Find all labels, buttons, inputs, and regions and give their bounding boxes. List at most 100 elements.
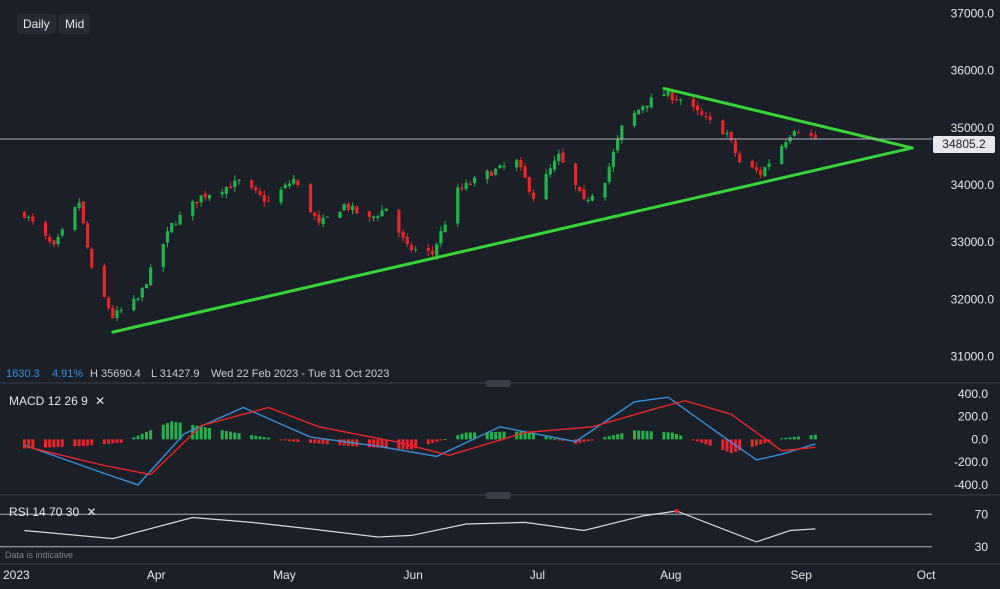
candle-body	[460, 187, 464, 189]
macd-histogram-bar	[557, 439, 561, 441]
candle-body	[149, 267, 153, 286]
macd-histogram-bar	[132, 437, 136, 440]
macd-histogram-bar	[553, 438, 557, 440]
macd-histogram-bar	[603, 437, 607, 440]
macd-histogram-bar	[485, 432, 489, 440]
macd-histogram-bar	[283, 439, 287, 441]
candle-body	[468, 183, 472, 185]
price-panel	[0, 86, 932, 334]
macd-name: MACD	[9, 394, 45, 408]
macd-histogram-bar	[632, 430, 636, 440]
macd-histogram-bar	[119, 439, 123, 443]
x-tick-label: 2023	[3, 568, 30, 582]
macd-histogram-bar	[111, 439, 115, 444]
date-range: Wed 22 Feb 2023 - Tue 31 Oct 2023	[211, 368, 390, 380]
candle-body	[809, 132, 813, 136]
candle-body	[254, 187, 258, 191]
macd-histogram-bar	[262, 437, 266, 440]
y-tick-label: 36000.0	[951, 64, 995, 78]
panel-resize-handle[interactable]	[486, 492, 510, 499]
candle-body	[502, 166, 506, 168]
macd-histogram-bar	[149, 430, 153, 440]
macd-histogram-bar	[691, 439, 695, 441]
y-tick-label: 35000.0	[951, 121, 995, 135]
candle-body	[435, 244, 439, 256]
candle-body	[674, 98, 679, 100]
macd-histogram-bar	[414, 439, 418, 449]
macd-histogram-bar	[279, 439, 283, 441]
macd-histogram-bar	[519, 431, 523, 440]
macd-histogram-bar	[48, 439, 52, 448]
macd-histogram-bar	[220, 430, 224, 440]
candle-body	[372, 216, 376, 219]
candle-body	[616, 138, 620, 151]
macd-histogram-bar	[397, 439, 401, 449]
candle-body	[620, 125, 624, 140]
candle-body	[258, 191, 262, 195]
macd-histogram-bar	[767, 439, 771, 442]
candle-body	[308, 184, 313, 213]
macd-histogram-bar	[90, 439, 94, 446]
macd-tick-label: 200.0	[958, 410, 988, 424]
macd-tick-label: 400.0	[958, 387, 988, 401]
candle-body	[519, 160, 523, 168]
macd-histogram-bar	[56, 439, 60, 448]
macd-histogram-bar	[161, 424, 165, 440]
candle-body	[203, 193, 207, 198]
candle-body	[199, 195, 203, 203]
macd-histogram-bar	[725, 439, 729, 452]
candle-body	[557, 153, 561, 161]
macd-histogram-bar	[696, 439, 700, 442]
last-price-tag: 34805.2	[933, 136, 995, 153]
candle-body	[523, 166, 527, 178]
macd-histogram-bar	[637, 430, 641, 440]
macd-histogram-bar	[708, 439, 712, 446]
x-tick-label: Jul	[530, 568, 545, 582]
macd-tick-label: 0.0	[971, 432, 988, 446]
y-tick-label: 32000.0	[951, 292, 995, 306]
macd-histogram-bar	[203, 427, 207, 440]
period-high: H 35690.4	[90, 368, 141, 380]
macd-histogram-bar	[649, 431, 653, 440]
candle-body	[321, 218, 325, 225]
x-tick-label: May	[273, 568, 296, 582]
macd-histogram-bar	[788, 437, 792, 440]
macd-histogram-bar	[367, 439, 371, 448]
macd-histogram-bar	[502, 431, 506, 440]
candle-body	[207, 195, 212, 199]
timeframe-daily-button[interactable]: Daily	[17, 14, 56, 34]
macd-histogram-bar	[292, 439, 296, 442]
candle-body	[342, 204, 346, 211]
macd-histogram-bar	[77, 439, 81, 447]
rsi-overbought-mark	[674, 509, 679, 513]
macd-histogram-bar	[704, 439, 708, 445]
candle-body	[767, 163, 771, 167]
macd-histogram-bar	[738, 439, 742, 451]
candle-body	[191, 201, 195, 216]
macd-histogram-bar	[809, 435, 813, 440]
candle-body	[136, 298, 140, 300]
macd-histogram-bar	[73, 439, 77, 447]
rsi-line	[24, 510, 816, 543]
price-mode-mid-button[interactable]: Mid	[59, 14, 91, 34]
candle-body	[350, 205, 355, 211]
candle-body	[27, 216, 31, 218]
candle-body	[48, 237, 52, 242]
candle-body	[106, 297, 111, 309]
macd-histogram-bar	[548, 437, 552, 440]
candle-body	[90, 248, 94, 268]
candle-body	[195, 201, 199, 204]
close-icon[interactable]: ✕	[86, 505, 97, 519]
candle-body	[754, 167, 759, 171]
rsi-label: RSI 14 70 30 ✕	[9, 505, 97, 519]
macd-histogram-bar	[233, 432, 237, 440]
macd-line	[24, 396, 816, 486]
macd-tick-label: -400.0	[954, 478, 988, 492]
macd-histogram-bar	[174, 421, 178, 440]
macd-fast-period: 12	[47, 394, 62, 408]
macd-histogram-bar	[616, 434, 620, 440]
candle-body	[384, 208, 388, 211]
close-icon[interactable]: ✕	[95, 394, 106, 408]
y-tick-label: 33000.0	[951, 235, 995, 249]
panel-resize-handle[interactable]	[486, 380, 510, 387]
